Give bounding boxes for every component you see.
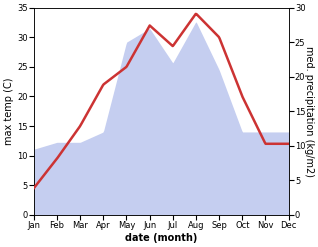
Y-axis label: med. precipitation (kg/m2): med. precipitation (kg/m2)	[304, 46, 314, 177]
Y-axis label: max temp (C): max temp (C)	[4, 78, 14, 145]
X-axis label: date (month): date (month)	[125, 233, 197, 243]
